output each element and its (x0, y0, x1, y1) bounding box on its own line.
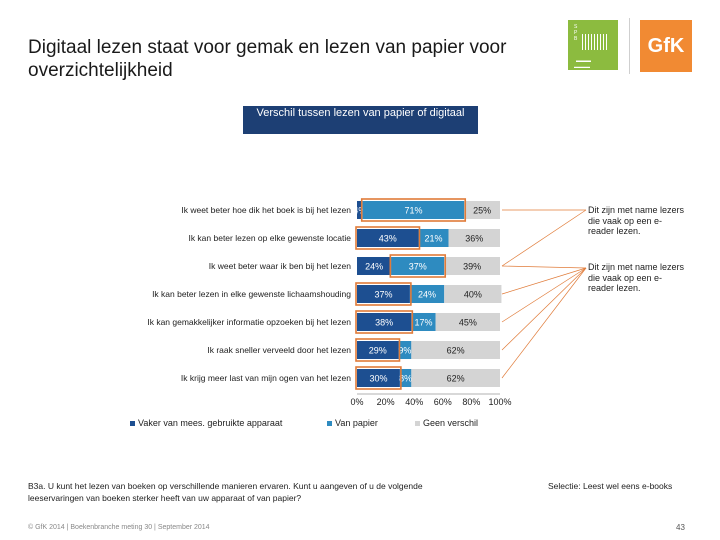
bar-segment (448, 229, 500, 247)
selection-note: Selectie: Leest wel eens e-books (548, 481, 673, 491)
data-label: 24% (418, 290, 436, 300)
bar-segment (435, 313, 500, 331)
category-label: Ik raak sneller verveeld door het lezen (207, 345, 351, 355)
bar-segment (391, 257, 445, 275)
data-label: 36% (465, 234, 483, 244)
data-label: 62% (447, 374, 465, 384)
data-label: 37% (409, 262, 427, 272)
bar-segment (411, 369, 500, 387)
highlight-box (389, 254, 447, 278)
connector-line (501, 267, 587, 351)
category-label: Ik kan gemakkelijker informatie opzoeken… (147, 317, 351, 327)
chart-banner: Verschil tussen lezen van papier of digi… (243, 106, 478, 134)
category-label: Ik kan beter lezen in elke gewenste lich… (152, 289, 351, 299)
bar-segment (357, 257, 392, 275)
logo-mark: ▬▬▬ (576, 58, 591, 64)
category-label: Ik krijg meer last van mijn ogen van het… (181, 373, 351, 383)
bar-segment (357, 229, 419, 247)
data-label: 24% (365, 262, 383, 272)
connector-line (501, 209, 587, 267)
data-label: 71% (404, 206, 422, 216)
bar-segment (418, 229, 449, 247)
data-label: 37% (374, 290, 392, 300)
barcode-icon (582, 34, 608, 50)
legend-label: Vaker van mees. gebruikte apparaat (138, 418, 283, 428)
data-label: 8% (399, 374, 412, 384)
data-label: 38% (375, 318, 393, 328)
data-label: 29% (369, 346, 387, 356)
highlight-box (355, 338, 401, 362)
bar-segment (411, 341, 500, 359)
bar-segment (362, 201, 465, 219)
page-title: Digitaal lezen staat voor gemak en lezen… (28, 37, 507, 81)
tick-label: 0% (350, 397, 363, 407)
data-label: 21% (424, 234, 442, 244)
bar-segment (464, 201, 500, 219)
data-label: 30% (369, 374, 387, 384)
bar-segment (357, 285, 410, 303)
data-label: 43% (379, 234, 397, 244)
legend-label: Geen verschil (423, 418, 478, 428)
category-label: Ik kan beter lezen op elke gewenste loca… (188, 233, 351, 243)
bar-segment (399, 369, 412, 387)
data-label: 62% (447, 346, 465, 356)
tick-label: 80% (462, 397, 480, 407)
legend-swatch (327, 421, 332, 426)
highlight-box (355, 310, 414, 334)
tick-label: 60% (434, 397, 452, 407)
bar-segment (444, 285, 502, 303)
category-label: Ik weet beter hoe dik het boek is bij he… (181, 205, 351, 215)
category-label: Ik weet beter waar ik ben bij het lezen (209, 261, 351, 271)
footer-copyright: © GfK 2014 | Boekenbranche meting 30 | S… (28, 524, 210, 531)
bar-segment (398, 341, 412, 359)
connector-line (501, 267, 587, 323)
note-1: Dit zijn met name lezers die vaak op een… (588, 205, 685, 236)
data-label: 9% (398, 346, 411, 356)
highlight-box (355, 226, 421, 250)
data-label: 40% (464, 290, 482, 300)
note-2: Dit zijn met name lezers die vaak op een… (588, 262, 685, 293)
logo-mark-line: ▬▬▬▬ (574, 64, 590, 69)
connector-line (501, 265, 587, 269)
bar-segment (357, 369, 400, 387)
data-label: 25% (473, 206, 491, 216)
bar-segment (357, 341, 399, 359)
data-label: 39% (463, 262, 481, 272)
highlight-box (360, 198, 467, 222)
data-label: 4% (353, 206, 366, 216)
legend-label: Van papier (335, 418, 378, 428)
highlight-box (355, 366, 402, 390)
gfk-logo: GfK (640, 20, 692, 72)
legend-swatch (130, 421, 135, 426)
connector-line (501, 267, 587, 295)
bar-segment (357, 201, 363, 219)
highlight-box (355, 282, 412, 306)
legend-swatch (415, 421, 420, 426)
bar-segment (357, 313, 412, 331)
data-label: 17% (414, 318, 432, 328)
tick-label: 40% (405, 397, 423, 407)
question-footnote: B3a. U kunt het lezen van boeken op vers… (28, 481, 423, 503)
connector-line (501, 267, 587, 379)
tick-label: 100% (488, 397, 511, 407)
logo-divider (629, 18, 630, 74)
bar-segment (409, 285, 445, 303)
bar-segment (411, 313, 436, 331)
page-number: 43 (676, 523, 685, 532)
tick-label: 20% (377, 397, 395, 407)
bar-segment (444, 257, 500, 275)
data-label: 45% (459, 318, 477, 328)
